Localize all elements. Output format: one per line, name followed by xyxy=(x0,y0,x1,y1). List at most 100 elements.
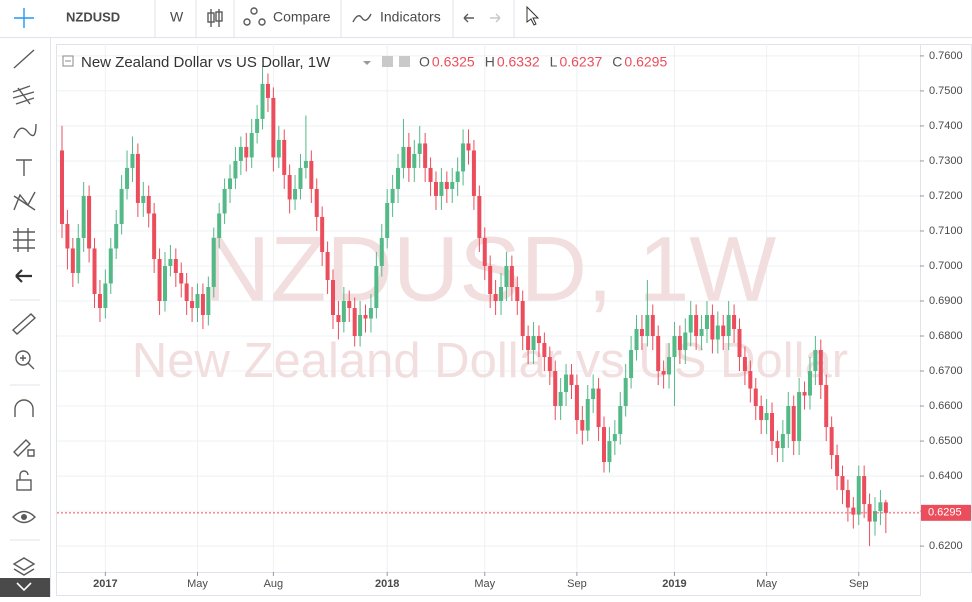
candle-body xyxy=(818,350,823,386)
candle-body xyxy=(737,329,742,358)
pattern-tool[interactable] xyxy=(13,191,36,211)
candle-body xyxy=(677,336,682,351)
legend-header: New Zealand Dollar vs US Dollar, 1W O 0.6… xyxy=(62,54,667,71)
candle-body xyxy=(742,357,747,372)
candle-body xyxy=(770,413,775,442)
candle-body xyxy=(878,502,883,512)
candle-body xyxy=(130,153,135,168)
redo-button[interactable] xyxy=(490,13,501,23)
back-arrow[interactable] xyxy=(15,269,32,283)
settings-button[interactable] xyxy=(382,56,393,67)
chart-style-button[interactable] xyxy=(207,9,223,27)
candle-body xyxy=(629,350,634,379)
collapse-button[interactable] xyxy=(0,578,50,597)
compare-button[interactable]: Compare xyxy=(243,7,331,26)
time-axis-border xyxy=(56,572,921,596)
candle-body xyxy=(103,283,108,308)
candle-body xyxy=(358,315,363,337)
x-tick-label: Sep xyxy=(567,578,587,590)
ohlc-value: 0.6237 xyxy=(559,54,602,70)
candle-body xyxy=(471,150,476,196)
candle-body xyxy=(623,378,628,407)
candle-body xyxy=(520,300,525,337)
collapse-chevron xyxy=(16,582,32,592)
candle-body xyxy=(547,357,552,372)
candle-body xyxy=(211,237,216,287)
ohlc-value: 0.6295 xyxy=(624,54,667,70)
x-tick-label: Aug xyxy=(264,578,284,590)
prediction-tool[interactable] xyxy=(13,228,35,252)
zoom-tool[interactable] xyxy=(15,350,35,370)
collapse-legend[interactable] xyxy=(62,55,74,67)
candle-body xyxy=(244,146,249,158)
candle-body xyxy=(385,202,390,238)
candle-body xyxy=(824,385,829,428)
candle-body xyxy=(233,160,238,179)
candle-body xyxy=(732,315,737,330)
candle-body xyxy=(645,315,650,337)
crosshair-tool[interactable] xyxy=(14,8,34,28)
visibility-tool[interactable] xyxy=(12,510,36,524)
candle-body xyxy=(60,150,64,224)
candle-body xyxy=(125,167,130,189)
stay-in-drawing[interactable] xyxy=(13,439,35,457)
candle-body xyxy=(564,374,569,393)
trend-line-tool[interactable] xyxy=(13,49,35,69)
candle-body xyxy=(813,350,818,372)
candle-body xyxy=(661,371,666,375)
candle-body xyxy=(612,434,617,442)
candle-body xyxy=(87,195,92,249)
candle-body xyxy=(293,188,298,200)
candle-body xyxy=(135,153,140,203)
candle-body xyxy=(699,329,704,337)
indicators-button[interactable]: Indicators xyxy=(352,9,441,25)
ohlc-values: O 0.6325 H 0.6332 L 0.6237 C 0.6295 xyxy=(419,54,667,70)
candle-body xyxy=(108,248,113,284)
last-price-label: 0.6295 xyxy=(928,507,962,519)
interval-button[interactable]: W xyxy=(170,9,184,25)
hide-button[interactable] xyxy=(399,56,410,67)
candle-body xyxy=(807,371,812,396)
candle-body xyxy=(856,476,861,515)
brush-tool[interactable] xyxy=(13,123,37,139)
candle-body xyxy=(238,146,243,161)
candle-body xyxy=(76,237,81,273)
candle-body xyxy=(602,427,606,463)
candle-body xyxy=(309,160,314,189)
object-tree[interactable] xyxy=(12,557,36,576)
candle-body xyxy=(851,507,856,515)
series-menu[interactable] xyxy=(363,61,371,65)
magnet-tool[interactable] xyxy=(14,399,34,417)
candle-body xyxy=(580,420,585,431)
candle-body xyxy=(325,251,330,280)
ruler-tool[interactable] xyxy=(11,313,37,335)
candle-body xyxy=(488,265,493,294)
mouse-cursor xyxy=(526,5,540,26)
candle-body xyxy=(542,343,547,358)
candle-body xyxy=(558,392,563,407)
candle-body xyxy=(802,392,807,396)
candle-body xyxy=(168,258,173,266)
candle-body xyxy=(845,490,850,508)
candle-body xyxy=(390,188,395,203)
candle-body xyxy=(92,248,97,294)
y-tick-label: 0.7400 xyxy=(929,120,963,132)
candle-body xyxy=(688,315,693,333)
fib-tool[interactable] xyxy=(12,85,35,105)
candle-body xyxy=(368,308,373,319)
candle-body xyxy=(298,167,303,189)
y-tick-label: 0.6800 xyxy=(929,330,963,342)
candle-body xyxy=(694,315,699,337)
text-tool[interactable] xyxy=(16,159,32,176)
plot xyxy=(57,66,920,547)
lock-tool[interactable] xyxy=(16,470,32,491)
candle-body xyxy=(607,441,612,463)
candle-body xyxy=(764,413,769,421)
candle-body xyxy=(450,181,455,189)
candle-body xyxy=(65,223,70,249)
undo-button[interactable] xyxy=(463,13,474,23)
candle-body xyxy=(401,146,406,168)
candle-body xyxy=(775,441,780,449)
symbol-button[interactable]: NZDUSD xyxy=(66,9,120,24)
candle-body xyxy=(650,315,655,337)
